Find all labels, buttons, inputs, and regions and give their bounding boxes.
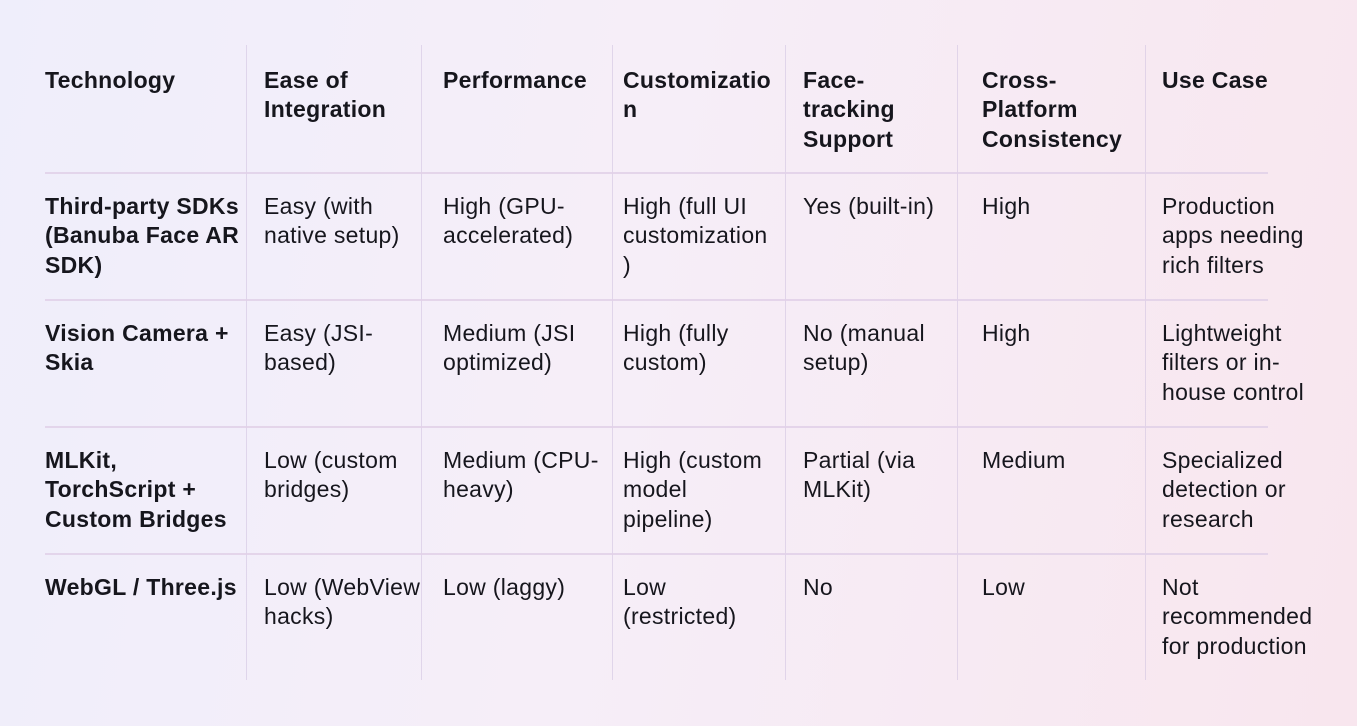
table-cell: Medium (CPU-heavy): [443, 447, 599, 503]
table-cell: High (custom model pipeline): [623, 447, 763, 532]
row-divider: [45, 299, 1268, 301]
row-header: Third-party SDKs (Banuba Face AR SDK): [45, 193, 240, 278]
column-divider: [421, 45, 422, 680]
column-divider: [246, 45, 247, 680]
row-divider: [45, 426, 1268, 428]
column-divider: [612, 45, 613, 680]
table-cell: Production apps needing rich filters: [1162, 193, 1304, 278]
row-header: MLKit, TorchScript + Custom Bridges: [45, 447, 227, 532]
table-cell: Partial (via MLKit): [803, 447, 916, 503]
table-cell: Medium (JSI optimized): [443, 320, 576, 376]
row-divider: [45, 553, 1268, 555]
table-cell: High (full UI customization): [623, 193, 768, 278]
column-header: Performance: [443, 67, 587, 93]
table-cell: Low (WebView hacks): [264, 574, 421, 630]
row-divider: [45, 172, 1268, 174]
column-header: Use Case: [1162, 67, 1268, 93]
table-cell: Specialized detection or research: [1162, 447, 1286, 532]
table-cell: Low (laggy): [443, 574, 566, 600]
table-cell: No: [803, 574, 834, 600]
table-cell: High (GPU-accelerated): [443, 193, 574, 249]
table-cell: Low (custom bridges): [264, 447, 398, 503]
table-cell: Medium: [982, 447, 1066, 473]
column-header: Cross-Platform Consistency: [982, 67, 1123, 152]
row-header: Vision Camera + Skia: [45, 320, 229, 376]
column-header: Customization: [623, 67, 771, 123]
table-cell: Lightweight filters or in-house control: [1162, 320, 1304, 405]
table-cell: No (manual setup): [803, 320, 925, 376]
table-cell: Easy (with native setup): [264, 193, 400, 249]
column-divider: [1145, 45, 1146, 680]
table-cell: Not recommended for production: [1162, 574, 1313, 659]
table-cell: High (fully custom): [623, 320, 729, 376]
column-divider: [957, 45, 958, 680]
column-divider: [785, 45, 786, 680]
table-cell: High: [982, 320, 1031, 346]
table-cell: High: [982, 193, 1031, 219]
column-header: Ease of Integration: [264, 67, 387, 123]
table-cell: Yes (built-in): [803, 193, 935, 219]
column-header: Face-tracking Support: [803, 67, 895, 152]
table-cell: Low (restricted): [623, 574, 737, 630]
table-cell: Low: [982, 574, 1026, 600]
table-cell: Easy (JSI-based): [264, 320, 374, 376]
row-header: WebGL / Three.js: [45, 574, 237, 600]
column-header: Technology: [45, 67, 176, 93]
